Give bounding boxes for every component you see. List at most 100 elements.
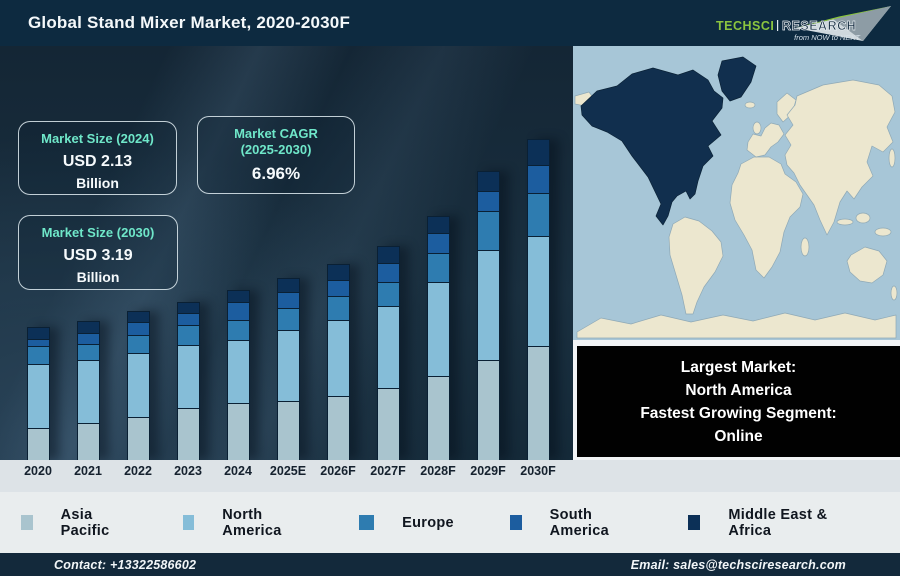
bar-segment-middle-east-africa xyxy=(326,264,350,280)
map-asia xyxy=(784,79,896,236)
bar-segment-north-america xyxy=(526,236,550,346)
bar-segment-europe xyxy=(126,335,150,353)
bar-segment-europe xyxy=(526,193,550,236)
footer-email: Email: sales@techsciresearch.com xyxy=(630,557,846,572)
map-new-guinea xyxy=(874,227,892,237)
map-australia xyxy=(846,246,888,284)
x-axis-label-2025E: 2025E xyxy=(269,464,307,478)
bar-segment-south-america xyxy=(376,263,400,282)
legend-item-asia-pacific: Asia Pacific xyxy=(21,507,127,539)
stacked-bar-2027F xyxy=(376,246,400,460)
bar-segment-north-america xyxy=(126,353,150,417)
stat-value: USD 3.19 xyxy=(63,247,133,264)
stacked-bar-2028F xyxy=(426,216,450,460)
bar-segment-asia-pacific xyxy=(526,346,550,460)
bar-segment-middle-east-africa xyxy=(476,171,500,191)
bar-segment-middle-east-africa xyxy=(176,302,200,313)
bar-segment-asia-pacific xyxy=(276,401,300,460)
bar-segment-north-america xyxy=(476,250,500,360)
stat-box-market-size-2030: Market Size (2030) USD 3.19 Billion xyxy=(18,215,178,290)
x-axis-label-2023: 2023 xyxy=(174,464,202,478)
bar-segment-asia-pacific xyxy=(26,428,50,460)
map-iceland xyxy=(744,101,756,109)
x-axis-strip: 2020 2021 2022 2023 2024 2025E 2026F 2027F 2028F… xyxy=(0,460,900,492)
legend-label: North America xyxy=(222,506,282,539)
stacked-bar-2025E xyxy=(276,278,300,460)
bar-segment-europe xyxy=(426,253,450,282)
stat-label: Market Size (2030) xyxy=(41,225,155,240)
stat-box-market-size-2024: Market Size (2024) USD 2.13 Billion xyxy=(18,121,177,195)
bar-segment-north-america xyxy=(326,320,350,396)
bar-segment-south-america xyxy=(226,302,250,320)
bar-segment-south-america xyxy=(176,313,200,325)
chart-legend: Asia Pacific North America Europe South Ame… xyxy=(0,492,900,553)
map-new-zealand xyxy=(890,285,898,301)
bar-segment-south-america xyxy=(426,233,450,253)
bar-segment-south-america xyxy=(126,322,150,335)
bar-segment-europe xyxy=(176,325,200,345)
bar-segment-asia-pacific xyxy=(326,396,350,460)
bar-segment-north-america xyxy=(426,282,450,376)
bar-segment-south-america xyxy=(526,165,550,193)
legend-label: Europe xyxy=(402,514,454,531)
logo-arrow-shade xyxy=(833,6,891,41)
bar-segment-south-america xyxy=(326,280,350,296)
legend-label: Middle East & Africa xyxy=(728,506,828,539)
bar-segment-middle-east-africa xyxy=(126,311,150,322)
footer-bar: Contact: +13322586602 Email: sales@techs… xyxy=(0,553,900,576)
map-madagascar xyxy=(800,237,810,257)
legend-item-europe: Europe xyxy=(359,515,454,531)
bar-segment-middle-east-africa xyxy=(226,290,250,302)
svg-text:from NOW to NEXT: from NOW to NEXT xyxy=(794,33,861,42)
stat-box-market-cagr: Market CAGR (2025-2030) 6.96% xyxy=(197,116,355,194)
stat-label-line2: (2025-2030) xyxy=(240,142,312,157)
map-africa xyxy=(729,156,804,279)
stacked-bar-2020 xyxy=(26,327,50,460)
legend-label: Asia Pacific xyxy=(60,506,110,539)
page-title: Global Stand Mixer Market, 2020-2030F xyxy=(28,13,351,32)
bar-segment-asia-pacific xyxy=(176,408,200,460)
x-axis-label-2022: 2022 xyxy=(124,464,152,478)
legend-item-north-america: North America xyxy=(182,506,304,539)
stacked-bar-2024 xyxy=(226,290,250,460)
legend-swatch xyxy=(21,515,33,530)
world-map xyxy=(573,46,900,340)
x-axis-label-2021: 2021 xyxy=(74,464,102,478)
bar-segment-north-america xyxy=(276,330,300,401)
stacked-bar-chart-area: Market Size (2024) USD 2.13 Billion Mark… xyxy=(0,46,573,460)
bar-segment-asia-pacific xyxy=(126,417,150,460)
map-borneo xyxy=(855,212,871,224)
bar-segment-south-america xyxy=(76,333,100,344)
stat-unit: Billion xyxy=(76,269,120,285)
bar-segment-asia-pacific xyxy=(76,423,100,460)
stat-label: Market CAGR xyxy=(234,126,318,141)
bar-segment-middle-east-africa xyxy=(26,327,50,339)
stat-label: Market Size (2024) xyxy=(41,131,154,146)
legend-label: South America xyxy=(549,506,609,539)
bar-segment-europe xyxy=(276,308,300,330)
map-japan xyxy=(888,148,896,168)
map-north-america-highlight xyxy=(580,67,724,226)
stacked-bar-2029F xyxy=(476,171,500,460)
map-sumatra xyxy=(836,218,854,226)
callout-line: Largest Market: xyxy=(680,358,797,376)
map-greenland-highlight xyxy=(717,56,757,102)
x-axis-label-2027F: 2027F xyxy=(370,464,406,478)
stacked-bar-2022 xyxy=(126,311,150,460)
bar-segment-middle-east-africa xyxy=(526,139,550,165)
callout-line: North America xyxy=(685,381,792,399)
legend-swatch xyxy=(359,515,375,530)
legend-swatch xyxy=(182,515,195,530)
svg-text:RESEARCH: RESEARCH xyxy=(782,19,856,33)
bar-segment-europe xyxy=(376,282,400,306)
bar-segment-middle-east-africa xyxy=(276,278,300,292)
bar-segment-south-america xyxy=(276,292,300,308)
stacked-bar-2023 xyxy=(176,302,200,460)
svg-text:TECHSCI: TECHSCI xyxy=(716,19,774,33)
bar-segment-middle-east-africa xyxy=(426,216,450,233)
bar-segment-north-america xyxy=(176,345,200,408)
bar-segment-north-america xyxy=(76,360,100,423)
x-axis-label-2030F: 2030F xyxy=(520,464,556,478)
bar-segment-asia-pacific xyxy=(376,388,400,460)
